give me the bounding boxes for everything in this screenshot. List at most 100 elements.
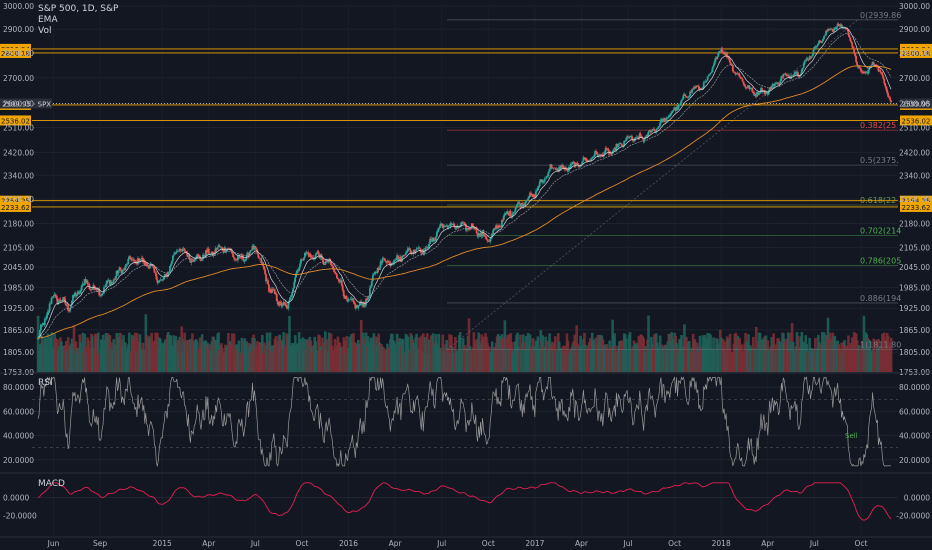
- candle-body: [461, 222, 463, 224]
- candle-body: [188, 254, 191, 260]
- candle-body: [301, 259, 303, 261]
- candle-body: [741, 79, 744, 82]
- candle-body: [771, 83, 774, 86]
- ema-legend-label[interactable]: EMA: [38, 15, 58, 25]
- candle-body: [126, 264, 129, 265]
- candle-body: [884, 83, 887, 87]
- candle-body: [202, 255, 204, 259]
- candle-body: [701, 88, 704, 89]
- fib-level-label: 1(1811.80: [860, 341, 901, 350]
- candle-body: [596, 152, 598, 155]
- candle-body: [408, 248, 411, 251]
- candle-body: [575, 162, 578, 164]
- candle-body: [154, 272, 157, 274]
- candle-body: [315, 253, 318, 255]
- candle-body: [569, 163, 572, 169]
- candle-body: [734, 72, 737, 75]
- candle-body: [477, 233, 480, 237]
- candle-body: [69, 307, 71, 312]
- macd-tick-right: 0.0000: [904, 493, 930, 502]
- candle-body: [651, 129, 654, 131]
- horizontal-levels[interactable]: 2816.942816.942800.182800.182594.622594.…: [0, 43, 932, 212]
- candle-body: [592, 156, 594, 158]
- candle-body: [670, 111, 673, 114]
- candle-body: [80, 285, 83, 291]
- candle-body: [435, 232, 438, 237]
- rsi-title[interactable]: RSI: [38, 378, 53, 388]
- candle-body: [794, 72, 796, 75]
- candle-body: [304, 252, 307, 254]
- candle-body: [530, 192, 532, 196]
- candle-body: [190, 259, 193, 263]
- rsi-panel[interactable]: 80.0000 80.0000 60.0000 60.0000 40.0000 40.00…: [3, 376, 930, 468]
- candle-body: [287, 302, 290, 309]
- candle-body: [889, 97, 891, 101]
- volume-bar: [72, 325, 76, 372]
- candle-body: [442, 226, 445, 229]
- candle-body: [303, 257, 305, 261]
- candle-body: [280, 303, 283, 307]
- candle-body: [825, 30, 827, 36]
- candle-body: [243, 259, 246, 262]
- candle-body: [181, 248, 184, 252]
- candle-body: [302, 260, 304, 261]
- candle-body: [733, 72, 736, 73]
- candle-body: [838, 25, 841, 27]
- candle-body: [51, 297, 54, 299]
- candle-body: [62, 297, 65, 301]
- candle-body: [488, 241, 491, 242]
- candle-body: [713, 61, 716, 66]
- candle-body: [881, 72, 884, 76]
- candle-body: [652, 129, 655, 130]
- candle-body: [147, 265, 150, 269]
- time-tick: Jul: [623, 539, 633, 548]
- candle-body: [334, 272, 336, 274]
- vol-legend-label[interactable]: Vol: [38, 26, 52, 36]
- candle-body: [723, 52, 726, 55]
- candle-body: [48, 303, 51, 311]
- candle-body: [795, 72, 797, 74]
- macd-title[interactable]: MACD: [38, 479, 65, 489]
- candle-body: [497, 225, 499, 229]
- candle-body: [777, 82, 780, 85]
- candle-body: [309, 253, 312, 258]
- volume-bar: [101, 334, 105, 372]
- candle-body: [671, 110, 674, 112]
- macd-panel[interactable]: 0.0000 0.0000 -20.0000 -20.0000: [3, 482, 930, 521]
- candle-body: [626, 136, 628, 139]
- candle-body: [793, 74, 795, 76]
- candle-body: [107, 280, 110, 281]
- candle-body: [545, 175, 548, 179]
- candle-body: [883, 78, 886, 84]
- volume-bar: [647, 315, 650, 372]
- candle-body: [764, 92, 767, 95]
- symbol-title[interactable]: S&P 500, 1D, S&P: [38, 4, 119, 14]
- candle-body: [822, 38, 824, 42]
- candle-body: [571, 161, 574, 164]
- candle-body: [667, 115, 670, 118]
- candle-body: [428, 243, 430, 247]
- candle-body: [485, 236, 488, 240]
- candle-body: [455, 226, 458, 229]
- candle-body: [71, 300, 73, 305]
- candle-body: [587, 160, 590, 162]
- candle-body: [808, 56, 811, 61]
- candle-body: [631, 135, 633, 139]
- candle-body: [49, 303, 52, 305]
- price-tick-left: 2900.00: [3, 25, 34, 34]
- candle-body: [392, 262, 395, 264]
- candle-body: [517, 202, 520, 205]
- candle-body: [449, 223, 452, 227]
- price-tick-right: 2180.00: [899, 219, 930, 228]
- candle-body: [529, 192, 531, 197]
- candle-body: [508, 211, 511, 216]
- candle-body: [338, 281, 341, 283]
- candle-body: [528, 196, 530, 199]
- candle-body: [659, 122, 661, 127]
- candle-body: [351, 298, 354, 300]
- candle-body: [525, 200, 528, 203]
- candle-body: [41, 323, 44, 325]
- candle-body: [258, 257, 261, 259]
- candle-body: [653, 129, 656, 131]
